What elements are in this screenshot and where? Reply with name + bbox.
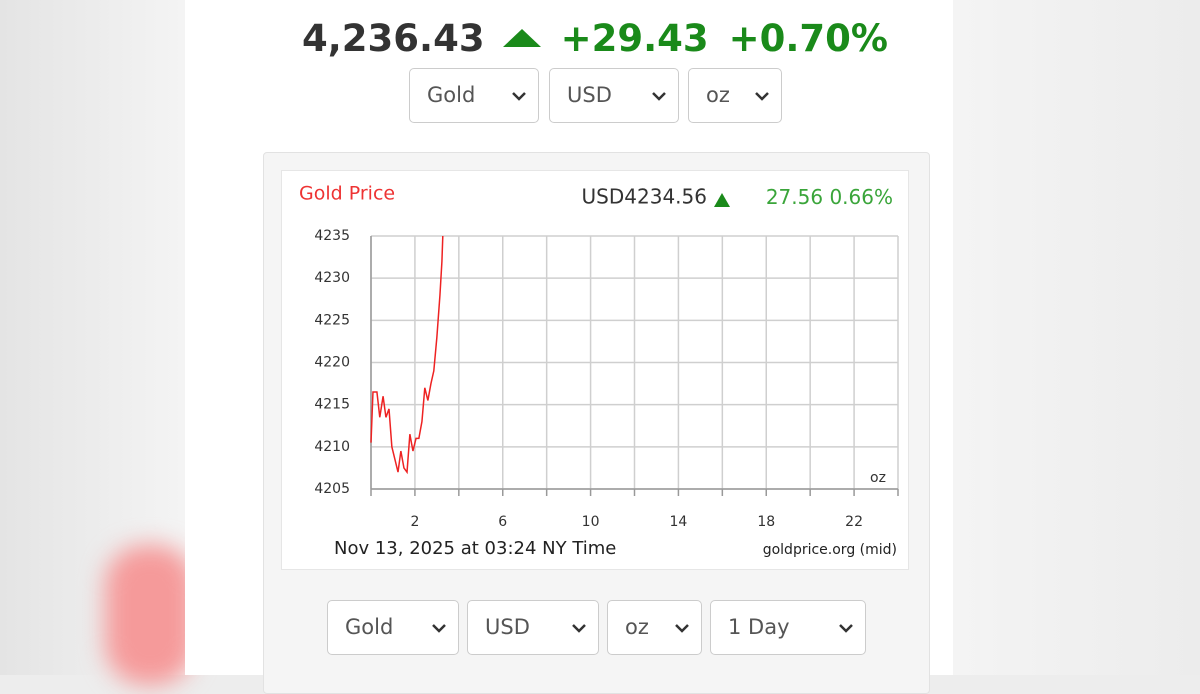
price-line bbox=[370, 235, 444, 475]
change-percent: +0.70% bbox=[728, 16, 888, 60]
change: 27.56 bbox=[766, 185, 823, 209]
x-tick-label: 2 bbox=[410, 514, 419, 530]
select-value: oz bbox=[706, 83, 730, 107]
period-select[interactable]: 1 Day bbox=[710, 600, 866, 655]
chevron bbox=[432, 624, 446, 633]
y-tick-label: 4205 bbox=[314, 481, 350, 497]
price: 4,236.43 bbox=[301, 16, 485, 60]
chart-change: 27.56 0.66% bbox=[766, 185, 893, 209]
x-tick-label: 10 bbox=[582, 514, 600, 530]
chart-title: Gold Price bbox=[299, 183, 395, 205]
change: +29.43 bbox=[560, 16, 709, 60]
metal-select[interactable]: Gold bbox=[409, 68, 539, 123]
chevron bbox=[755, 92, 769, 101]
timestamp: Nov 13, 2025 at 03:24 NY Time bbox=[334, 538, 616, 559]
background-blur bbox=[105, 545, 195, 685]
select-value: USD bbox=[567, 83, 612, 107]
select-value: 1 Day bbox=[728, 615, 790, 639]
currency-select[interactable]: USD bbox=[467, 600, 599, 655]
y-tick-label: 4220 bbox=[314, 355, 350, 371]
chevron bbox=[512, 92, 526, 101]
background-blur bbox=[953, 0, 1200, 675]
unit-select[interactable]: oz bbox=[688, 68, 782, 123]
up-arrow-icon bbox=[714, 193, 730, 207]
chevron bbox=[572, 624, 586, 633]
x-tick-label: 14 bbox=[670, 514, 688, 530]
source: goldprice.org (mid) bbox=[763, 542, 897, 558]
select-value: Gold bbox=[345, 615, 394, 639]
unit-label: oz bbox=[870, 470, 886, 486]
select-value: USD bbox=[485, 615, 530, 639]
unit-select[interactable]: oz bbox=[607, 600, 702, 655]
y-tick-label: 4215 bbox=[314, 397, 350, 413]
price-header: 4,236.43 +29.43 +0.70% bbox=[185, 12, 1005, 64]
change-percent: 0.66% bbox=[829, 185, 893, 209]
x-tick-label: 18 bbox=[757, 514, 775, 530]
select-value: Gold bbox=[427, 83, 476, 107]
chart: Gold Price USD4234.56 27.56 0.66% oz Nov… bbox=[281, 170, 909, 570]
x-tick-label: 6 bbox=[498, 514, 507, 530]
chevron bbox=[839, 624, 853, 633]
metal-select[interactable]: Gold bbox=[327, 600, 459, 655]
currency-select[interactable]: USD bbox=[549, 68, 679, 123]
y-tick-label: 4210 bbox=[314, 439, 350, 455]
chart-price: USD4234.56 bbox=[582, 185, 707, 209]
x-tick-label: 22 bbox=[845, 514, 863, 530]
select-value: oz bbox=[625, 615, 649, 639]
chevron bbox=[652, 92, 666, 101]
y-tick-label: 4230 bbox=[314, 270, 350, 286]
y-tick-label: 4225 bbox=[314, 312, 350, 328]
up-arrow-icon bbox=[502, 29, 541, 47]
y-tick-label: 4235 bbox=[314, 228, 350, 244]
chevron bbox=[675, 624, 689, 633]
